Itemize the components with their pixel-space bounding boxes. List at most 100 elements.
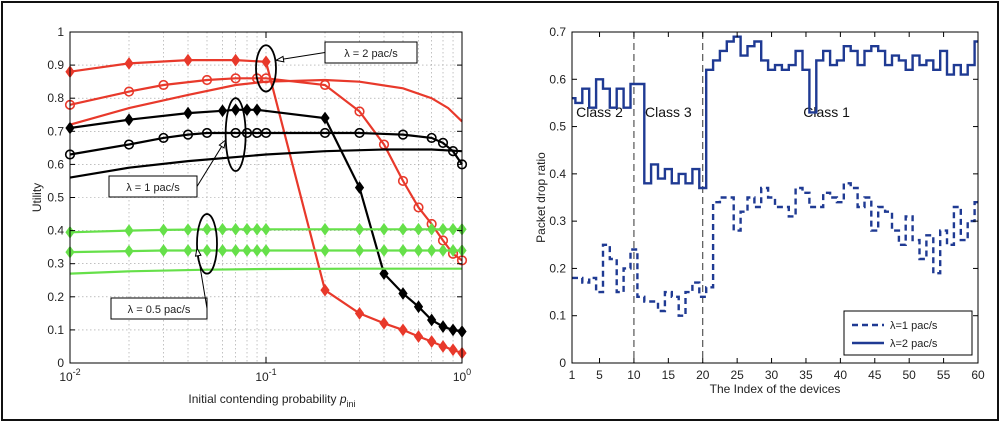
data-point-circle	[182, 129, 194, 140]
data-point-diamond	[448, 244, 458, 257]
data-point-diamond	[158, 244, 169, 257]
y-tick-label: 1	[57, 25, 64, 39]
data-point-diamond	[379, 244, 389, 257]
data-point-circle	[426, 132, 437, 144]
data-point-circle	[319, 127, 331, 139]
data-point-diamond	[320, 244, 330, 257]
data-point-circle	[397, 129, 409, 140]
x-tick-label: 35	[799, 368, 813, 382]
y-axis-label: Utility	[30, 183, 44, 212]
y-axis-label: Packet drop ratio	[534, 152, 548, 243]
annotation-arrowhead	[218, 138, 227, 149]
data-point-circle	[413, 202, 424, 213]
data-point-diamond	[261, 55, 271, 69]
y-tick-label: 0.4	[47, 224, 64, 238]
data-point-diamond	[124, 224, 134, 237]
y-tick-label: 0.5	[549, 120, 566, 134]
x-tick-label: 15	[662, 368, 676, 382]
data-point-circle	[437, 137, 449, 148]
x-tick-label: 55	[937, 368, 951, 382]
y-tick-label: 0	[57, 356, 64, 370]
annotation-arrow	[196, 139, 227, 187]
y-tick-label: 0.2	[549, 261, 566, 275]
axes-box	[571, 31, 979, 364]
series-lambda-2	[572, 35, 978, 190]
y-tick-label: 0.3	[47, 257, 64, 271]
y-tick-label: 0.8	[47, 91, 64, 105]
data-point-diamond	[231, 244, 241, 257]
data-point-circle	[260, 127, 272, 139]
annotation-arrow	[196, 248, 208, 309]
data-point-diamond	[231, 222, 241, 236]
data-point-circle	[397, 175, 409, 187]
data-point-diamond	[379, 316, 389, 330]
y-tick-label: 0.2	[47, 290, 64, 304]
data-point-diamond	[413, 300, 424, 314]
data-point-diamond	[427, 313, 437, 327]
data-point-diamond	[261, 222, 271, 236]
data-point-circle	[354, 106, 365, 117]
data-point-diamond	[438, 340, 448, 353]
data-point-diamond	[242, 222, 252, 236]
y-tick-label: 0.6	[549, 72, 566, 86]
annotation-label: λ = 2 pac/s	[344, 48, 398, 60]
data-point-circle	[230, 73, 241, 84]
annotation-label: λ = 1 pac/s	[126, 182, 180, 194]
data-point-diamond	[379, 222, 389, 236]
data-point-diamond	[124, 244, 134, 258]
annotation: λ = 1 pac/s	[108, 97, 247, 198]
data-point-circle	[354, 127, 365, 139]
data-point-diamond	[183, 244, 193, 257]
data-point-diamond	[217, 104, 228, 118]
y-tick-label: 0.7	[47, 124, 64, 138]
x-tick-label: 45	[868, 368, 882, 382]
utility-chart: 0 0.1 0.2 0.3 0.4 0.5 0.6 0.7 0.8 0.9 1 10-2 10-1 100…	[30, 25, 471, 409]
data-point-diamond	[252, 244, 262, 257]
x-tick-label: 100	[453, 367, 471, 384]
legend-label: λ=1 pac/s	[890, 320, 938, 332]
data-point-diamond	[320, 111, 330, 125]
data-point-diamond	[124, 57, 134, 70]
series-line	[69, 267, 462, 275]
data-point-diamond	[252, 103, 262, 117]
y-tick-label: 0.4	[549, 167, 566, 181]
data-point-diamond	[217, 222, 228, 236]
data-point-diamond	[202, 222, 212, 236]
data-point-diamond	[320, 283, 330, 297]
y-tick-label: 0.1	[549, 309, 566, 323]
x-tick-label: 25	[730, 368, 744, 382]
data-point-diamond	[398, 323, 408, 337]
annotation: λ = 0.5 pac/s	[110, 213, 218, 320]
data-point-circle	[201, 127, 213, 139]
data-point-diamond	[413, 244, 424, 257]
data-point-diamond	[183, 106, 193, 120]
x-tick-label: 1	[569, 368, 576, 382]
data-point-diamond	[427, 335, 437, 348]
x-tick-label: 10-2	[59, 367, 80, 384]
y-tick-label: 0.7	[549, 25, 566, 39]
data-point-diamond	[124, 113, 134, 127]
packet-drop-chart: Class 2 Class 3 Class 100.10.20.30.40.50.6…	[534, 25, 985, 396]
series-lambda_1-5	[69, 148, 463, 179]
data-point-diamond	[427, 222, 437, 236]
plot-area	[572, 32, 978, 363]
y-tick-label: 0	[559, 356, 566, 370]
data-point-circle	[201, 74, 213, 86]
series-line	[69, 78, 463, 126]
data-point-diamond	[427, 244, 437, 257]
data-point-circle	[158, 132, 169, 144]
y-tick-label: 0.5	[47, 191, 64, 205]
data-point-diamond	[354, 181, 365, 194]
data-point-circle	[123, 139, 135, 150]
annotation-label: λ = 0.5 pac/s	[128, 304, 191, 316]
y-tick-label: 0.9	[47, 58, 64, 72]
annotation-arrow	[275, 52, 326, 61]
series-line	[69, 108, 463, 333]
data-point-diamond	[231, 53, 241, 67]
data-point-circle	[230, 127, 241, 139]
annotation-ellipse	[196, 213, 218, 275]
y-tick-label: 0.1	[47, 323, 64, 337]
series-lambda_0.5-8	[69, 267, 462, 275]
data-point-diamond	[398, 287, 408, 300]
annotation-arrowhead	[194, 246, 202, 257]
